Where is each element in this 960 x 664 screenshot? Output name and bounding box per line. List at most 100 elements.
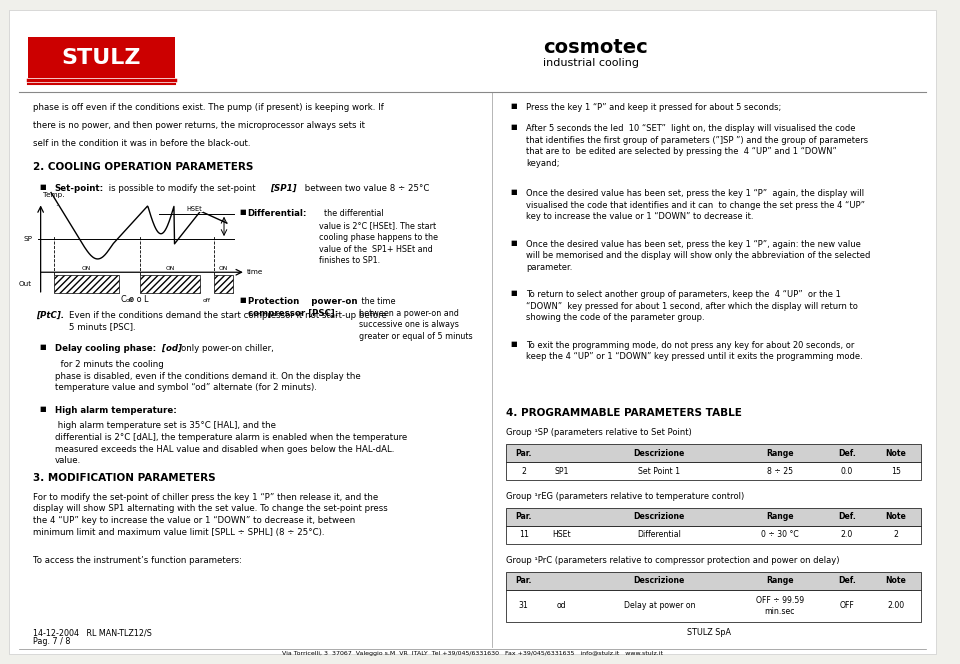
Text: OFF: OFF: [840, 602, 854, 610]
Text: 2.0: 2.0: [841, 531, 853, 539]
Text: Def.: Def.: [838, 449, 856, 457]
Text: ■: ■: [239, 297, 246, 303]
Bar: [54, 275, 119, 293]
Text: STULZ: STULZ: [61, 48, 141, 68]
Text: ■: ■: [511, 341, 517, 347]
Text: 2. COOLING OPERATION PARAMETERS: 2. COOLING OPERATION PARAMETERS: [33, 162, 253, 172]
Text: HSEt: HSEt: [186, 206, 202, 212]
Text: Note: Note: [886, 513, 906, 521]
Text: 2.00: 2.00: [887, 602, 904, 610]
Text: Delay cooling phase:: Delay cooling phase:: [55, 344, 156, 353]
Text: .: .: [55, 199, 58, 208]
Text: Group ¹rEG (parameters relative to temperature control): Group ¹rEG (parameters relative to tempe…: [506, 492, 744, 501]
Text: To exit the programming mode, do not press any key for about 20 seconds, or
keep: To exit the programming mode, do not pre…: [526, 341, 863, 361]
Text: After 5 seconds the led  10 “SET”  light on, the display will visualised the cod: After 5 seconds the led 10 “SET” light o…: [526, 124, 869, 167]
Text: To access the instrument’s function parameters:: To access the instrument’s function para…: [33, 556, 242, 566]
Bar: [506, 526, 921, 544]
Text: Once the desired value has been set, press the key 1 “P”, again: the new value
w: Once the desired value has been set, pre…: [526, 240, 871, 272]
Text: 2: 2: [894, 531, 899, 539]
Text: ■: ■: [511, 290, 517, 296]
Bar: [214, 275, 232, 293]
Text: Par.: Par.: [516, 449, 532, 457]
Text: SP: SP: [23, 236, 32, 242]
Text: Range: Range: [766, 576, 794, 585]
Text: Set-point:: Set-point:: [55, 184, 104, 193]
Text: cosmotec: cosmotec: [543, 39, 648, 57]
Text: ON: ON: [165, 266, 175, 271]
Bar: [506, 444, 921, 462]
Text: ON: ON: [219, 266, 228, 271]
Text: the time
between a power-on and
successive one is always
greater or equal of 5 m: the time between a power-on and successi…: [359, 297, 473, 341]
Text: Note: Note: [886, 449, 906, 457]
Text: off: off: [203, 298, 211, 303]
Text: 2: 2: [521, 467, 526, 475]
Text: 0 ÷ 30 °C: 0 ÷ 30 °C: [761, 531, 799, 539]
Text: od: od: [557, 602, 566, 610]
Text: 4. PROGRAMMABLE PARAMETERS TABLE: 4. PROGRAMMABLE PARAMETERS TABLE: [506, 408, 741, 418]
Bar: [506, 572, 921, 590]
Text: 31: 31: [518, 602, 529, 610]
Text: Set Point 1: Set Point 1: [638, 467, 681, 475]
Text: Def.: Def.: [838, 513, 856, 521]
Text: High alarm temperature:: High alarm temperature:: [55, 406, 177, 416]
Text: Pag. 7 / 8: Pag. 7 / 8: [33, 637, 70, 646]
Text: ■: ■: [39, 344, 46, 350]
Text: Even if the conditions demand the start compressor it not start-up before
5 minu: Even if the conditions demand the start …: [69, 311, 387, 331]
Text: OFF ÷ 99.59
min.sec: OFF ÷ 99.59 min.sec: [756, 596, 804, 616]
Bar: [506, 590, 921, 622]
Text: ■: ■: [511, 240, 517, 246]
Text: ■: ■: [39, 184, 46, 190]
Text: Note: Note: [886, 576, 906, 585]
Text: is possible to modify the set-point: is possible to modify the set-point: [106, 184, 258, 193]
Text: there is no power, and then power returns, the microprocessor always sets it: there is no power, and then power return…: [33, 121, 365, 130]
Text: 0.0: 0.0: [841, 467, 853, 475]
Text: ■: ■: [239, 209, 246, 215]
Text: only power-on chiller,: only power-on chiller,: [181, 344, 275, 353]
Text: Descrizione: Descrizione: [634, 576, 685, 585]
Text: Range: Range: [766, 513, 794, 521]
Text: ON: ON: [82, 266, 91, 271]
Text: Range: Range: [766, 449, 794, 457]
Text: industrial cooling: industrial cooling: [543, 58, 639, 68]
Text: Descrizione: Descrizione: [634, 449, 685, 457]
Text: Def.: Def.: [838, 576, 856, 585]
Bar: [506, 508, 921, 526]
Text: To return to select another group of parameters, keep the  4 “UP”  or the 1
“DOW: To return to select another group of par…: [526, 290, 858, 322]
Text: Protection    power-on
compressor [PSC]:: Protection power-on compressor [PSC]:: [248, 297, 357, 317]
Text: phase is off even if the conditions exist. The pump (if present) is keeping work: phase is off even if the conditions exis…: [33, 103, 384, 112]
Text: Group ¹SP (parameters relative to Set Point): Group ¹SP (parameters relative to Set Po…: [506, 428, 691, 438]
Bar: [140, 275, 201, 293]
Text: 14-12-2004   RL MAN-TLZ12/S: 14-12-2004 RL MAN-TLZ12/S: [33, 628, 152, 637]
FancyBboxPatch shape: [10, 10, 936, 654]
Text: SP1: SP1: [554, 467, 568, 475]
Text: Differential: Differential: [637, 531, 682, 539]
Text: Par.: Par.: [516, 576, 532, 585]
Text: between two value 8 ÷ 25°C: between two value 8 ÷ 25°C: [302, 184, 430, 193]
Text: Out: Out: [19, 281, 32, 288]
Text: high alarm temperature set is 35°C [HAL], and the
differential is 2°C [dAL], the: high alarm temperature set is 35°C [HAL]…: [55, 421, 407, 465]
Text: self in the condition it was in before the black-out.: self in the condition it was in before t…: [33, 139, 251, 148]
Text: C o o L: C o o L: [121, 295, 149, 304]
Text: Par.: Par.: [516, 513, 532, 521]
Text: Temp.: Temp.: [42, 192, 64, 198]
Text: Delay at power on: Delay at power on: [624, 602, 695, 610]
Text: STULZ SpA: STULZ SpA: [687, 628, 731, 637]
Text: Differential:: Differential:: [248, 209, 307, 218]
Text: For to modify the set-point of chiller press the key 1 “P” then release it, and : For to modify the set-point of chiller p…: [33, 493, 388, 537]
Text: ■: ■: [511, 189, 517, 195]
Text: time: time: [247, 269, 263, 276]
Text: the differential
value is 2°C [HSEt]. The start
cooling phase happens to the
val: the differential value is 2°C [HSEt]. Th…: [319, 209, 438, 266]
Text: ■: ■: [511, 124, 517, 130]
Text: [SP1]: [SP1]: [271, 184, 297, 193]
Text: off: off: [126, 298, 133, 303]
FancyBboxPatch shape: [29, 37, 175, 78]
Text: 11: 11: [518, 531, 529, 539]
Text: for 2 minuts the cooling
phase is disabled, even if the conditions demand it. On: for 2 minuts the cooling phase is disabl…: [55, 360, 361, 392]
Text: 15: 15: [891, 467, 901, 475]
Text: [od]: [od]: [158, 344, 181, 353]
Text: 8 ÷ 25: 8 ÷ 25: [767, 467, 793, 475]
Text: Via Torricelli, 3  37067  Valeggio s.M  VR  ITALY  Tel +39/045/6331630   Fax +39: Via Torricelli, 3 37067 Valeggio s.M VR …: [282, 651, 663, 657]
Text: Press the key 1 “P” and keep it pressed for about 5 seconds;: Press the key 1 “P” and keep it pressed …: [526, 103, 781, 112]
Text: Descrizione: Descrizione: [634, 513, 685, 521]
Text: 3. MODIFICATION PARAMETERS: 3. MODIFICATION PARAMETERS: [33, 473, 216, 483]
